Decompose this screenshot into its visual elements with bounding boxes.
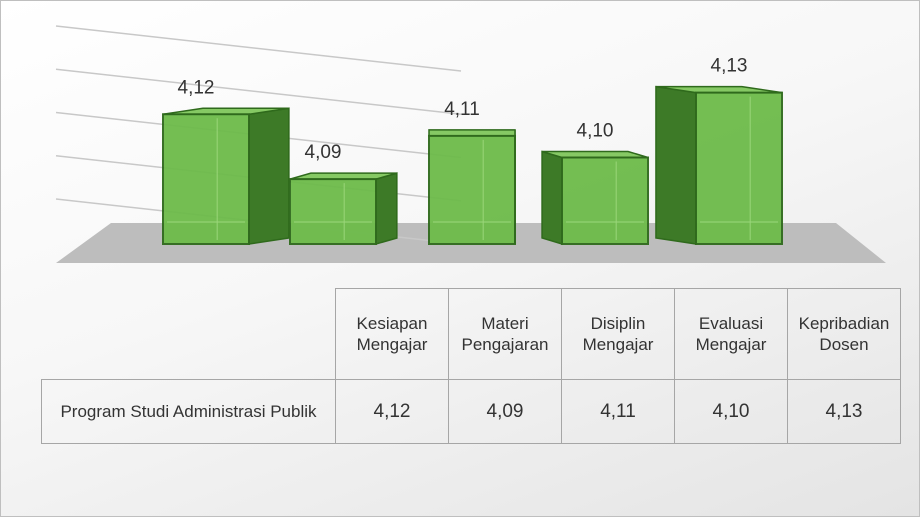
category-header: Evaluasi Mengajar xyxy=(674,288,788,380)
data-label: 4,11 xyxy=(444,99,480,120)
bar-face xyxy=(561,156,649,245)
category-header: Materi Pengajaran xyxy=(448,288,562,380)
bar-face xyxy=(428,134,516,245)
category-header: Kepribadian Dosen xyxy=(787,288,901,380)
bar-face xyxy=(289,178,377,245)
bar-face xyxy=(248,107,290,245)
grid-line xyxy=(55,25,462,72)
data-table: Kesiapan Mengajar Materi Pengajaran Disipl… xyxy=(41,288,901,444)
series-name: Program Studi Administrasi Publik xyxy=(41,379,336,444)
data-label: 4,13 xyxy=(711,56,748,77)
data-label: 4,09 xyxy=(305,142,342,163)
bar-face xyxy=(375,172,398,245)
bar xyxy=(655,85,783,245)
bar xyxy=(289,172,398,245)
table-value: 4,12 xyxy=(335,379,449,444)
data-label: 4,12 xyxy=(178,77,215,98)
bar-face xyxy=(695,91,783,245)
bar-face xyxy=(655,85,697,245)
chart-plot: 4,12 4,09 4,11 4,10 4,13 xyxy=(55,25,886,263)
table-corner xyxy=(41,288,336,380)
table-value: 4,10 xyxy=(674,379,788,444)
table-value: 4,11 xyxy=(561,379,675,444)
bar-face xyxy=(162,113,250,245)
bar xyxy=(428,129,516,245)
bar xyxy=(541,150,649,246)
category-header: Kesiapan Mengajar xyxy=(335,288,449,380)
bar xyxy=(162,107,290,245)
table-value: 4,13 xyxy=(787,379,901,444)
grid-line xyxy=(55,68,462,115)
category-header: Disiplin Mengajar xyxy=(561,288,675,380)
data-label: 4,10 xyxy=(577,121,614,142)
table-value: 4,09 xyxy=(448,379,562,444)
bar-face xyxy=(541,150,563,246)
